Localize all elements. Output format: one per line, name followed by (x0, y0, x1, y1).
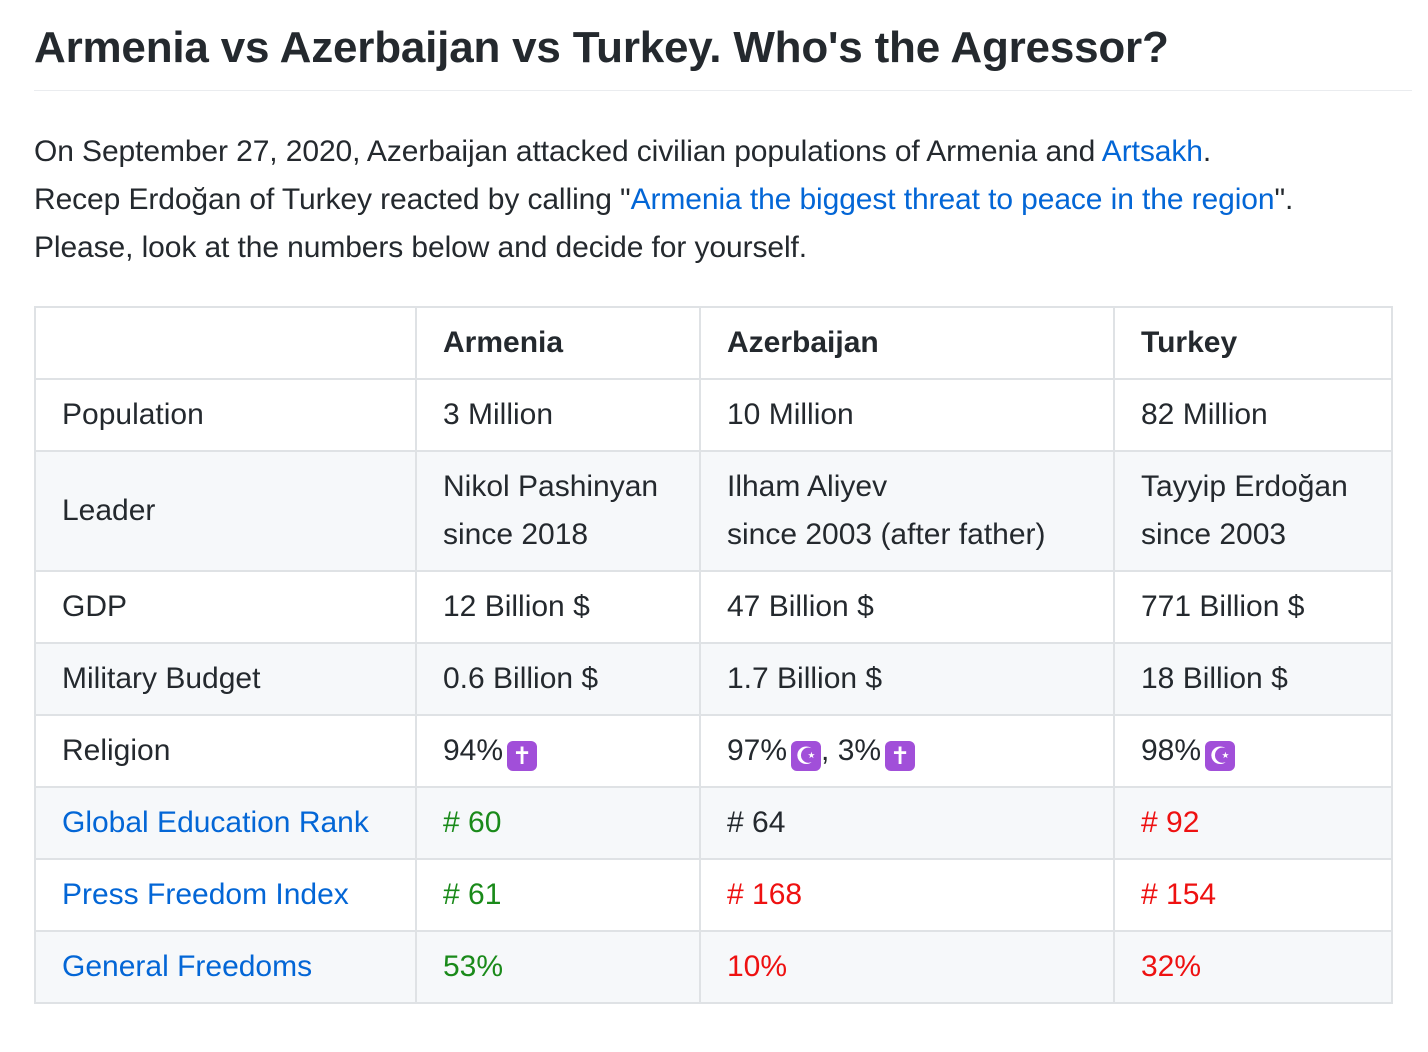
table-row-population: Population 3 Million 10 Million 82 Milli… (34, 378, 1393, 452)
row-label-religion: Religion (34, 714, 417, 788)
azerbaijan-leader-name: Ilham Aliyev (727, 470, 888, 503)
header-azerbaijan: Azerbaijan (699, 306, 1115, 380)
cell-azerbaijan-press: # 168 (699, 858, 1115, 932)
threat-quote-link[interactable]: Armenia the biggest threat to peace in t… (630, 183, 1275, 216)
table-row-religion: Religion 94% ✝ 97% ☪, 3% ✝ 98% ☪ (34, 714, 1393, 788)
star-and-crescent-icon: ☪ (1205, 741, 1236, 771)
table-row-press-freedom: Press Freedom Index # 61 # 168 # 154 (34, 858, 1393, 932)
cell-turkey-leader: Tayyip Erdoğan since 2003 (1113, 450, 1393, 572)
intro-line1-text: On September 27, 2020, Azerbaijan attack… (34, 135, 1102, 168)
intro-line2-end: ". (1274, 183, 1294, 216)
cell-turkey-education: # 92 (1113, 786, 1393, 860)
azerbaijan-religion-pct-christian: 3% (837, 734, 882, 767)
cell-armenia-education: # 60 (415, 786, 701, 860)
cell-turkey-population: 82 Million (1113, 378, 1393, 452)
table-header-row: Armenia Azerbaijan Turkey (34, 306, 1393, 380)
latin-cross-icon: ✝ (507, 741, 538, 771)
religion-separator: , (821, 734, 830, 767)
table-row-military-budget: Military Budget 0.6 Billion $ 1.7 Billio… (34, 642, 1393, 716)
cell-turkey-military: 18 Billion $ (1113, 642, 1393, 716)
star-and-crescent-icon: ☪ (791, 741, 822, 771)
armenia-leader-since: since 2018 (443, 518, 589, 551)
article: Armenia vs Azerbaijan vs Turkey. Who's t… (34, 0, 1412, 1004)
cell-turkey-religion: 98% ☪ (1113, 714, 1393, 788)
row-label-education: Global Education Rank (34, 786, 417, 860)
header-armenia: Armenia (415, 306, 701, 380)
cell-armenia-press: # 61 (415, 858, 701, 932)
cell-armenia-population: 3 Million (415, 378, 701, 452)
cell-armenia-religion: 94% ✝ (415, 714, 701, 788)
table-row-education: Global Education Rank # 60 # 64 # 92 (34, 786, 1393, 860)
intro-line1-end: . (1202, 135, 1212, 168)
cell-azerbaijan-freedoms: 10% (699, 930, 1115, 1004)
row-label-population: Population (34, 378, 417, 452)
row-label-leader: Leader (34, 450, 417, 572)
header-empty (34, 306, 417, 380)
turkey-leader-name: Tayyip Erdoğan (1141, 470, 1348, 503)
header-turkey: Turkey (1113, 306, 1393, 380)
table-row-general-freedoms: General Freedoms 53% 10% 32% (34, 930, 1393, 1004)
cell-armenia-gdp: 12 Billion $ (415, 570, 701, 644)
turkey-leader-since: since 2003 (1141, 518, 1287, 551)
comparison-table: Armenia Azerbaijan Turkey Population 3 M… (34, 306, 1393, 1004)
intro-line2-text: Recep Erdoğan of Turkey reacted by calli… (34, 183, 631, 216)
cell-turkey-press: # 154 (1113, 858, 1393, 932)
cell-azerbaijan-gdp: 47 Billion $ (699, 570, 1115, 644)
cell-turkey-freedoms: 32% (1113, 930, 1393, 1004)
table-row-gdp: GDP 12 Billion $ 47 Billion $ 771 Billio… (34, 570, 1393, 644)
armenia-leader-name: Nikol Pashinyan (443, 470, 659, 503)
cell-azerbaijan-education: # 64 (699, 786, 1115, 860)
press-freedom-link[interactable]: Press Freedom Index (62, 878, 349, 911)
cell-azerbaijan-population: 10 Million (699, 378, 1115, 452)
row-label-general-freedoms: General Freedoms (34, 930, 417, 1004)
cell-turkey-gdp: 771 Billion $ (1113, 570, 1393, 644)
cell-armenia-military: 0.6 Billion $ (415, 642, 701, 716)
intro-line3-text: Please, look at the numbers below and de… (34, 231, 807, 264)
row-label-gdp: GDP (34, 570, 417, 644)
row-label-press-freedom: Press Freedom Index (34, 858, 417, 932)
cell-azerbaijan-religion: 97% ☪, 3% ✝ (699, 714, 1115, 788)
azerbaijan-leader-since: since 2003 (after father) (727, 518, 1046, 551)
education-rank-link[interactable]: Global Education Rank (62, 806, 369, 839)
table-row-leader: Leader Nikol Pashinyan since 2018 Ilham … (34, 450, 1393, 572)
cell-azerbaijan-leader: Ilham Aliyev since 2003 (after father) (699, 450, 1115, 572)
cell-armenia-leader: Nikol Pashinyan since 2018 (415, 450, 701, 572)
armenia-religion-pct: 94% (443, 734, 504, 767)
row-label-military-budget: Military Budget (34, 642, 417, 716)
general-freedoms-link[interactable]: General Freedoms (62, 950, 313, 983)
cell-armenia-freedoms: 53% (415, 930, 701, 1004)
latin-cross-icon: ✝ (885, 741, 916, 771)
turkey-religion-pct: 98% (1141, 734, 1202, 767)
azerbaijan-religion-pct-islam: 97% (727, 734, 788, 767)
cell-azerbaijan-military: 1.7 Billion $ (699, 642, 1115, 716)
page-title: Armenia vs Azerbaijan vs Turkey. Who's t… (34, 0, 1412, 91)
artsakh-link[interactable]: Artsakh (1101, 135, 1203, 168)
intro-paragraph: On September 27, 2020, Azerbaijan attack… (34, 128, 1412, 272)
